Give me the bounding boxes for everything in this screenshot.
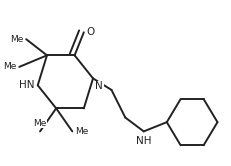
Text: Me: Me [33,119,46,128]
Text: Me: Me [4,62,17,71]
Text: O: O [86,27,94,37]
Text: Me: Me [75,127,88,136]
Text: N: N [95,81,103,91]
Text: Me: Me [10,35,24,44]
Text: NH: NH [135,136,151,146]
Text: HN: HN [19,80,35,90]
